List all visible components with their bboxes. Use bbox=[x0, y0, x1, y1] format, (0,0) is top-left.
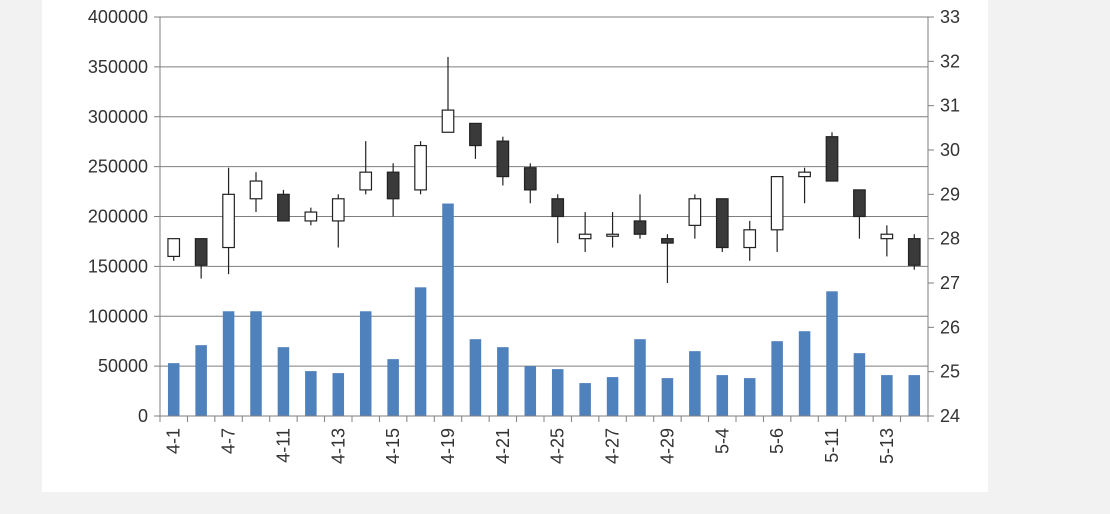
x-tick-label: 5-6 bbox=[767, 428, 787, 454]
y2-tick-label: 31 bbox=[940, 96, 960, 116]
candle-body-down bbox=[715, 198, 729, 249]
volume-bar bbox=[167, 363, 180, 416]
right-y-axis-ticks: 24 25 26 27 28 29 30 31 32 33 bbox=[928, 7, 960, 426]
y2-tick-label: 32 bbox=[940, 51, 960, 71]
y2-tick-label: 30 bbox=[940, 140, 960, 160]
candle-body-up bbox=[304, 211, 318, 222]
y-tick-label: 0 bbox=[138, 406, 148, 426]
volume-bar bbox=[497, 347, 509, 416]
y2-tick-label: 26 bbox=[940, 317, 960, 337]
y2-tick-label: 25 bbox=[940, 362, 960, 382]
candle-body-up bbox=[770, 176, 784, 231]
y2-tick-label: 27 bbox=[940, 273, 960, 293]
candle-body-down bbox=[551, 198, 565, 218]
candle-body-up bbox=[880, 233, 894, 240]
volume-bar bbox=[414, 287, 427, 416]
y-tick-label: 250000 bbox=[88, 157, 148, 177]
candle-body-up bbox=[222, 193, 235, 249]
volume-bar bbox=[771, 341, 783, 416]
candle-body-up bbox=[798, 171, 811, 178]
candle-body-down bbox=[277, 193, 290, 222]
volume-bar bbox=[826, 291, 838, 416]
x-tick-label: 4-29 bbox=[657, 428, 677, 464]
x-tick-label: 4-1 bbox=[164, 428, 184, 454]
volume-bar bbox=[524, 366, 537, 416]
y-tick-label: 150000 bbox=[88, 256, 148, 276]
candle-body-down bbox=[496, 140, 510, 178]
x-tick-label: 4-13 bbox=[328, 428, 348, 464]
candle-body-down bbox=[907, 238, 921, 266]
x-tick-label: 5-11 bbox=[822, 428, 842, 463]
y-tick-label: 200000 bbox=[88, 207, 148, 227]
x-tick-label: 4-25 bbox=[548, 428, 568, 464]
candle-body-up bbox=[167, 238, 181, 258]
candle-body-up bbox=[441, 109, 455, 133]
volume-bar bbox=[332, 373, 345, 416]
candle-body-down bbox=[194, 238, 208, 266]
volume-bar bbox=[305, 371, 317, 416]
candle-body-down bbox=[853, 189, 866, 218]
candle-body-down bbox=[386, 171, 400, 200]
candlestick-volume-chart: 0 50000 100000 150000 200000 250000 300000 3500… bbox=[88, 7, 960, 464]
volume-bar bbox=[250, 311, 262, 416]
volume-bar bbox=[716, 375, 729, 416]
volume-bar bbox=[798, 331, 811, 416]
candle-body-up bbox=[606, 233, 619, 237]
x-tick-label: 5-4 bbox=[712, 428, 732, 454]
candle-body-down bbox=[661, 238, 674, 244]
volume-bar bbox=[908, 375, 921, 416]
y-tick-label: 100000 bbox=[88, 306, 148, 326]
volume-bar bbox=[222, 311, 235, 416]
candle-body-down bbox=[523, 167, 537, 191]
volume-bar bbox=[853, 353, 866, 416]
price-candles bbox=[167, 56, 921, 283]
volume-bar bbox=[469, 339, 482, 416]
candle-body-up bbox=[359, 171, 373, 191]
y2-tick-label: 28 bbox=[940, 229, 960, 249]
left-y-axis-ticks: 0 50000 100000 150000 200000 250000 300000 3500… bbox=[88, 7, 148, 426]
x-tick-label: 4-15 bbox=[383, 428, 403, 464]
volume-bar bbox=[689, 351, 701, 416]
candle-body-up bbox=[688, 198, 702, 226]
chart-area: 0 50000 100000 150000 200000 250000 300000 3500… bbox=[42, 0, 988, 492]
y-tick-label: 300000 bbox=[88, 107, 148, 127]
candle-body-down bbox=[825, 136, 839, 182]
y-tick-label: 400000 bbox=[88, 7, 148, 27]
volume-bar bbox=[661, 378, 674, 416]
candle-body-down bbox=[469, 122, 482, 147]
x-tick-label: 4-21 bbox=[493, 428, 513, 464]
volume-bar bbox=[551, 369, 564, 416]
candle-body-up bbox=[414, 144, 427, 191]
candle-body-up bbox=[331, 198, 345, 222]
x-tick-label: 4-19 bbox=[438, 428, 458, 464]
y2-tick-label: 33 bbox=[940, 7, 960, 27]
volume-bar bbox=[442, 203, 454, 416]
volume-bar bbox=[387, 359, 399, 416]
x-tick-label: 4-27 bbox=[603, 428, 623, 464]
x-tick-label: 4-7 bbox=[219, 428, 239, 454]
volume-bar bbox=[606, 377, 619, 416]
y-tick-label: 350000 bbox=[88, 57, 148, 77]
candle-body-up bbox=[249, 180, 263, 200]
candle-body-down bbox=[633, 220, 647, 235]
y-tick-label: 50000 bbox=[98, 356, 148, 376]
volume-bar bbox=[579, 383, 591, 416]
volume-bar bbox=[881, 375, 893, 416]
volume-bars bbox=[167, 203, 921, 416]
gridlines bbox=[160, 16, 928, 367]
volume-bar bbox=[277, 347, 290, 416]
x-tick-label: 5-13 bbox=[877, 428, 897, 464]
y2-tick-label: 24 bbox=[940, 406, 960, 426]
volume-bar bbox=[634, 339, 646, 416]
candle-body-up bbox=[743, 229, 757, 249]
y2-tick-label: 29 bbox=[940, 184, 960, 204]
volume-bar bbox=[359, 311, 372, 416]
x-tick-label: 4-11 bbox=[273, 428, 293, 463]
volume-bar bbox=[195, 345, 207, 416]
volume-bar bbox=[743, 378, 756, 416]
candle-body-up bbox=[578, 233, 592, 240]
x-axis-ticks: 4-1 4-7 4-11 4-13 4-15 4-19 4-21 4-25 4-27 4-29 5-… bbox=[164, 428, 897, 464]
axes bbox=[154, 16, 929, 422]
